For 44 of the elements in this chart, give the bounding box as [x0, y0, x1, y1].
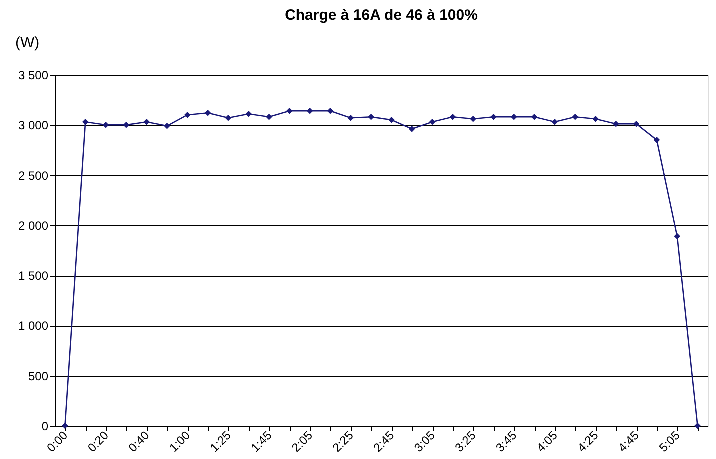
point	[144, 118, 150, 126]
point	[450, 114, 456, 120]
y-tick-label: 500	[28, 369, 49, 384]
point	[184, 112, 191, 118]
point	[408, 126, 416, 132]
y-tick-label: 0	[42, 420, 49, 434]
point	[572, 114, 579, 120]
x-tick-label: 0:40	[126, 428, 153, 455]
point	[82, 118, 89, 126]
point	[327, 108, 334, 114]
point	[388, 116, 395, 124]
point	[266, 114, 272, 120]
point	[286, 108, 293, 114]
point	[429, 118, 436, 126]
x-tick-label: 0:20	[85, 428, 112, 455]
y-tick-label: 1 500	[18, 269, 49, 284]
point	[674, 233, 681, 240]
point	[694, 422, 701, 430]
y-tick-label: 2 000	[18, 218, 49, 233]
y-tick-label: 2 500	[18, 168, 49, 183]
y-tick-label: 3 500	[18, 68, 49, 82]
y-tick-label: 1 000	[18, 319, 49, 334]
point	[246, 110, 252, 118]
y-tick-label: 3 000	[18, 118, 49, 133]
point	[368, 114, 374, 120]
point	[633, 120, 640, 128]
point	[490, 114, 497, 120]
point	[164, 122, 170, 130]
point	[592, 116, 599, 122]
point	[510, 114, 518, 120]
point	[225, 114, 232, 122]
point	[613, 120, 620, 128]
point	[204, 110, 212, 116]
point	[470, 116, 476, 122]
point	[123, 122, 130, 128]
point	[552, 118, 558, 126]
point	[102, 122, 110, 128]
point	[306, 108, 314, 114]
chart-title: Charge à 16A de 46 à 100%	[285, 7, 478, 24]
point	[62, 422, 68, 430]
y-axis-title: (W)	[16, 34, 40, 52]
point	[654, 137, 660, 144]
point	[531, 114, 538, 120]
point	[348, 114, 354, 122]
